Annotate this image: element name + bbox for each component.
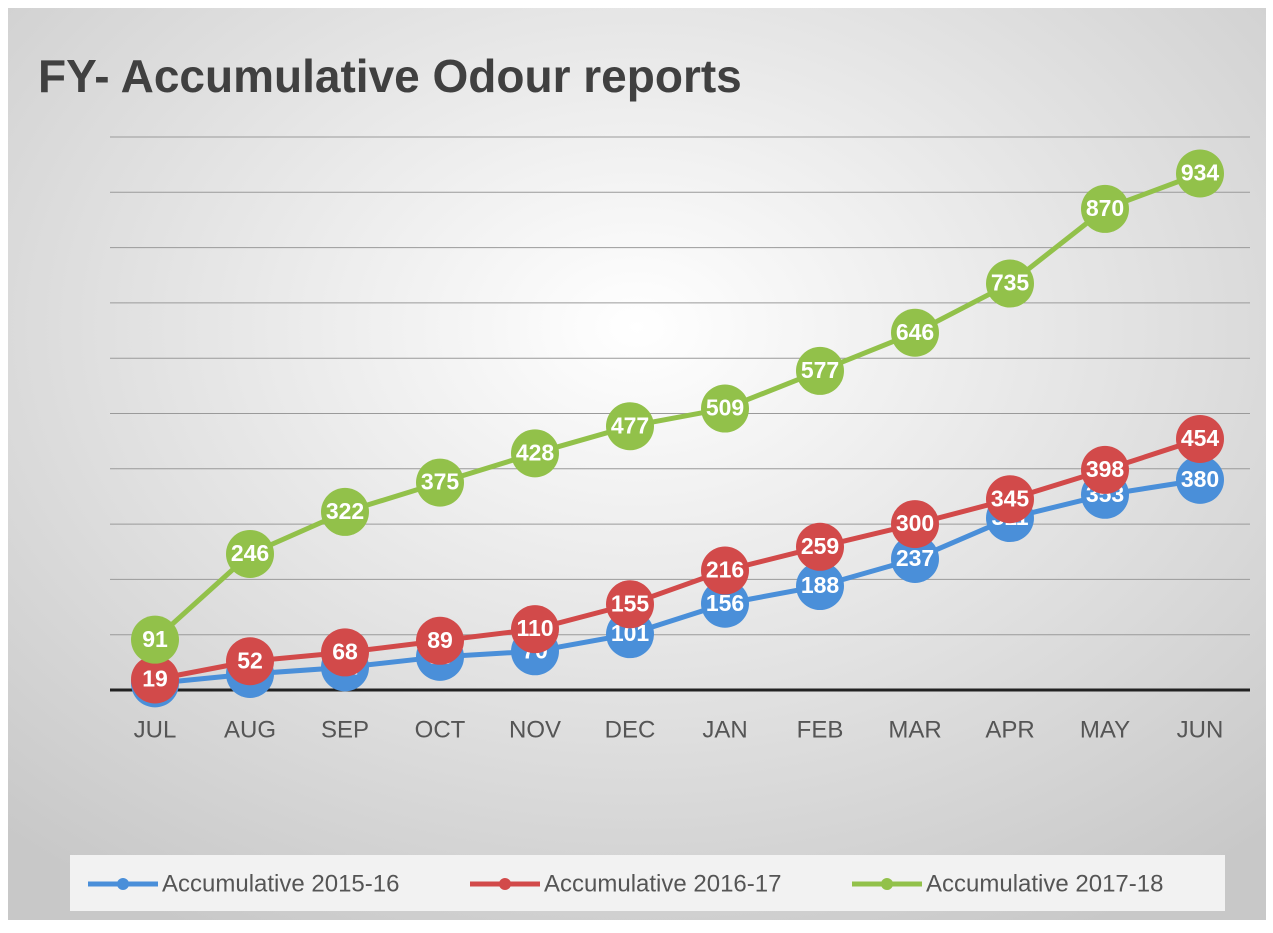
marker <box>321 487 369 536</box>
marker <box>131 655 179 704</box>
marker <box>1176 149 1224 198</box>
legend-label: Accumulative 2016-17 <box>544 870 781 897</box>
marker <box>416 616 464 665</box>
data-label: 322 <box>326 498 364 524</box>
marker <box>891 500 939 549</box>
marker <box>986 259 1034 308</box>
marker <box>701 546 749 595</box>
marker <box>1081 184 1129 233</box>
data-label: 237 <box>896 545 934 571</box>
data-label: 646 <box>896 319 934 345</box>
data-label: 89 <box>427 627 453 653</box>
data-label: 477 <box>611 412 649 438</box>
marker <box>891 534 939 583</box>
marker <box>701 384 749 433</box>
data-label: 375 <box>421 469 460 495</box>
chart-title: FY- Accumulative Odour reports <box>38 50 742 102</box>
legend-label: Accumulative 2015-16 <box>162 870 399 897</box>
marker <box>606 402 654 451</box>
data-label: 19 <box>142 666 168 692</box>
data-label: 509 <box>706 395 744 421</box>
marker <box>796 346 844 395</box>
data-label: 259 <box>801 533 839 559</box>
legend-marker <box>881 878 893 890</box>
marker <box>416 458 464 507</box>
x-tick-label: JUL <box>134 716 177 743</box>
data-label: 155 <box>611 590 650 616</box>
marker <box>986 475 1034 524</box>
data-label: 188 <box>801 572 840 598</box>
x-tick-label: MAY <box>1080 716 1130 743</box>
marker <box>1176 455 1224 504</box>
marker <box>796 562 844 611</box>
x-tick-label: JUN <box>1177 716 1224 743</box>
marker <box>131 615 179 664</box>
data-label: 577 <box>801 357 839 383</box>
marker <box>606 580 654 629</box>
marker <box>891 308 939 357</box>
legend-marker <box>117 878 129 890</box>
legend-marker <box>499 878 511 890</box>
data-label: 246 <box>231 540 269 566</box>
x-tick-label: FEB <box>797 716 844 743</box>
data-label: 934 <box>1181 160 1220 186</box>
x-tick-label: AUG <box>224 716 276 743</box>
data-label: 68 <box>332 638 358 664</box>
data-label: 52 <box>237 647 263 673</box>
chart-background <box>8 8 1266 920</box>
marker <box>226 637 274 686</box>
x-tick-label: NOV <box>509 716 561 743</box>
x-tick-label: APR <box>985 716 1034 743</box>
marker <box>511 429 559 478</box>
data-label: 398 <box>1086 456 1125 482</box>
marker <box>226 529 274 578</box>
data-label: 870 <box>1086 195 1124 221</box>
data-label: 110 <box>516 615 553 641</box>
x-tick-label: SEP <box>321 716 369 743</box>
legend-label: Accumulative 2017-18 <box>926 870 1163 897</box>
data-label: 300 <box>896 510 934 536</box>
marker <box>1081 445 1129 494</box>
x-tick-label: MAR <box>888 716 941 743</box>
marker <box>796 522 844 571</box>
marker <box>1176 414 1224 463</box>
data-label: 454 <box>1181 425 1220 451</box>
data-label: 216 <box>706 557 744 583</box>
x-tick-label: JAN <box>702 716 747 743</box>
marker <box>701 579 749 628</box>
data-label: 91 <box>142 626 168 652</box>
data-label: 380 <box>1181 466 1219 492</box>
x-tick-label: OCT <box>415 716 466 743</box>
marker <box>321 628 369 677</box>
legend-box <box>70 855 1225 911</box>
data-label: 735 <box>991 270 1030 296</box>
data-label: 428 <box>516 439 555 465</box>
marker <box>511 605 559 654</box>
x-tick-label: DEC <box>605 716 656 743</box>
data-label: 345 <box>991 485 1030 511</box>
